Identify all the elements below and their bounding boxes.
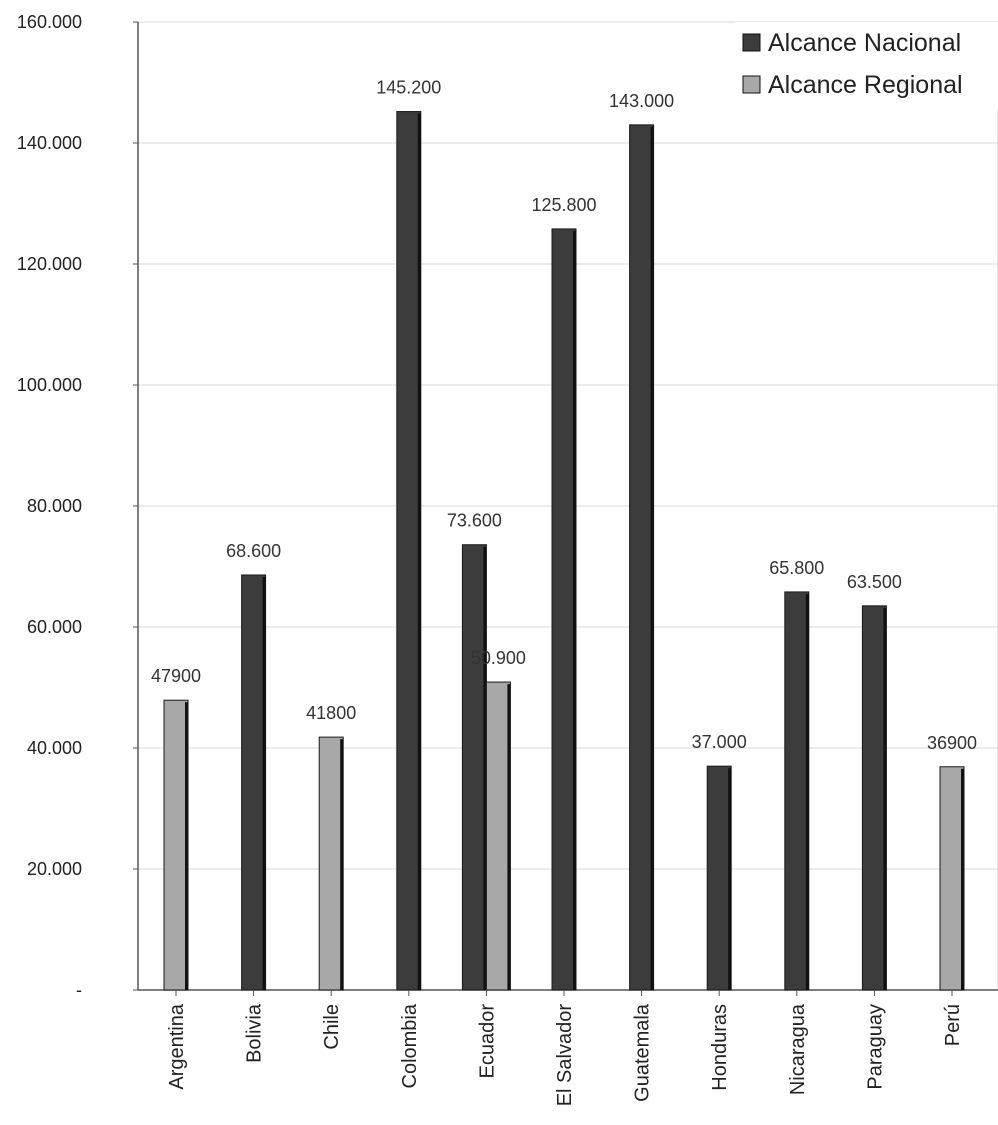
- data-label: 145.200: [376, 78, 441, 98]
- category-label: Honduras: [709, 1004, 731, 1091]
- bar-alcance-nacional: [629, 124, 655, 991]
- data-label: 47900: [151, 666, 201, 686]
- bar-shadow: [883, 607, 887, 990]
- bar-shadow: [961, 768, 964, 990]
- bar-shadow: [340, 739, 344, 990]
- y-tick-label: 20.000: [27, 859, 82, 879]
- bar-alcance-nacional: [784, 591, 810, 991]
- bar-shadow: [507, 684, 511, 990]
- data-label: 73.600: [447, 511, 502, 531]
- bar-shadow: [650, 126, 654, 991]
- data-label: 37.000: [692, 732, 747, 752]
- y-tick-label: 120.000: [17, 254, 82, 274]
- bar-shadow: [573, 230, 576, 990]
- data-label: 65.800: [769, 558, 824, 578]
- category-label: Colombia: [399, 1003, 421, 1088]
- data-label: 125.800: [531, 195, 596, 215]
- bar-shadow: [262, 576, 266, 990]
- data-label: 143.000: [609, 91, 674, 111]
- bar-shadow: [483, 546, 487, 990]
- category-label: Ecuador: [476, 1004, 498, 1079]
- y-tick-label: 160.000: [17, 12, 82, 32]
- data-label: 50.900: [471, 648, 526, 668]
- category-label: El Salvador: [554, 1004, 576, 1107]
- category-label: Chile: [321, 1004, 343, 1050]
- bar-alcance-regional: [163, 699, 189, 991]
- bar-shadow: [728, 768, 732, 990]
- category-label: Paraguay: [864, 1004, 886, 1090]
- category-label: Guatemala: [632, 1003, 654, 1102]
- data-label: 63.500: [847, 572, 902, 592]
- y-tick-label: 100.000: [17, 375, 82, 395]
- bar-shadow: [805, 593, 809, 990]
- legend-label-regional: Alcance Regional: [768, 71, 963, 99]
- bar-alcance-nacional: [461, 544, 487, 991]
- data-labels: 47900 68.600 41800 145.200 73.600 50.900 125.8…: [151, 78, 977, 753]
- legend-swatch-regional: [742, 75, 761, 94]
- bar-alcance-regional: [485, 681, 511, 991]
- y-tick-label: 60.000: [27, 617, 82, 637]
- y-tick-label: -: [76, 980, 82, 1000]
- bar-shadow: [185, 702, 188, 990]
- legend-swatch-nacional: [742, 33, 761, 52]
- data-label: 41800: [306, 703, 356, 723]
- category-label: Bolivia: [244, 1003, 266, 1063]
- legend-label-nacional: Alcance Nacional: [768, 29, 961, 57]
- category-label: Perú: [942, 1004, 964, 1046]
- category-label: Nicaragua: [787, 1003, 809, 1095]
- bar-alcance-regional: [318, 736, 344, 991]
- y-tick-label: 140.000: [17, 133, 82, 153]
- bar-alcance-nacional: [396, 111, 422, 991]
- bar-alcance-nacional: [706, 765, 732, 991]
- data-label: 36900: [927, 733, 977, 753]
- bar-alcance-nacional: [241, 574, 267, 991]
- category-label: Argentina: [166, 1003, 188, 1089]
- bar-alcance-nacional: [551, 228, 577, 991]
- bar-alcance-nacional: [861, 605, 887, 991]
- y-tick-label: 40.000: [27, 738, 82, 758]
- bars: [163, 111, 965, 991]
- y-tick-label: 80.000: [27, 496, 82, 516]
- x-axis-labels: Argentina Bolivia Chile Colombia Ecuador El S…: [166, 990, 964, 1106]
- legend-box: [735, 22, 998, 110]
- bar-alcance-regional: [939, 766, 965, 991]
- bar-shadow: [417, 113, 421, 991]
- y-axis-ticks: - 20.000 40.000 60.000 80.000 100.000 120.000 1…: [17, 12, 138, 1000]
- legend: Alcance Nacional Alcance Regional: [735, 22, 998, 110]
- data-label: 68.600: [226, 541, 281, 561]
